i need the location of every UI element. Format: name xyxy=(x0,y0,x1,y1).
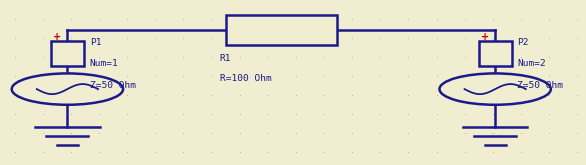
Bar xyxy=(479,41,512,66)
Text: P1: P1 xyxy=(90,38,101,47)
Text: Z=50 Ohm: Z=50 Ohm xyxy=(90,81,135,90)
Text: P2: P2 xyxy=(517,38,529,47)
Circle shape xyxy=(440,73,551,105)
Bar xyxy=(226,15,337,45)
Circle shape xyxy=(12,73,123,105)
Text: R1: R1 xyxy=(220,54,231,64)
Bar xyxy=(51,41,84,66)
Text: Num=2: Num=2 xyxy=(517,59,546,68)
Text: R=100 Ohm: R=100 Ohm xyxy=(220,74,271,83)
Text: +: + xyxy=(481,32,489,42)
Text: Z=50 Ohm: Z=50 Ohm xyxy=(517,81,563,90)
Text: Num=1: Num=1 xyxy=(90,59,118,68)
Text: +: + xyxy=(53,32,61,42)
